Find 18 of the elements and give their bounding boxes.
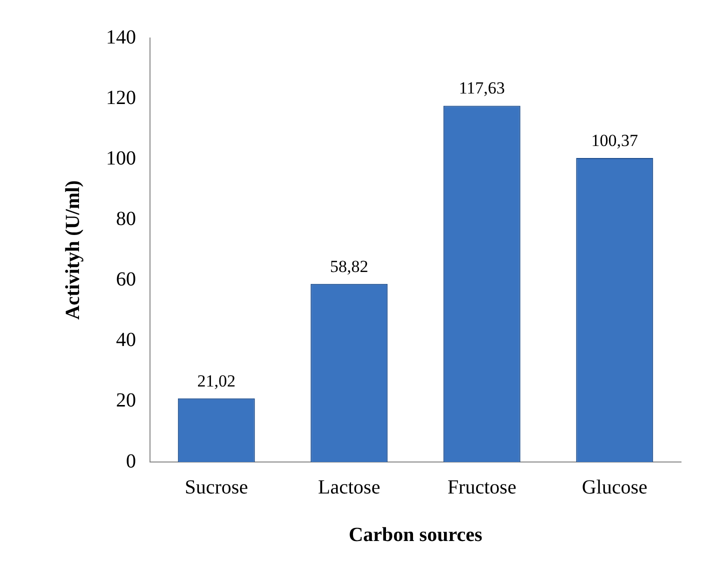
data-label: 117,63 xyxy=(458,78,505,98)
data-label: 21,02 xyxy=(197,371,236,390)
y-tick-label: 120 xyxy=(106,86,136,109)
y-tick-label: 60 xyxy=(116,268,136,291)
y-tick-label: 40 xyxy=(116,329,136,352)
data-label: 58,82 xyxy=(330,256,368,276)
y-axis-title: Activityh (U/ml) xyxy=(62,180,84,320)
y-tick-label: 140 xyxy=(106,26,136,48)
y-tick-label: 20 xyxy=(116,390,136,412)
x-tick-label: Fructose xyxy=(447,476,516,498)
x-tick-label: Glucose xyxy=(582,476,648,498)
x-axis-title: Carbon sources xyxy=(348,524,482,546)
y-tick-label: 0 xyxy=(126,450,136,472)
x-tick-label: Lactose xyxy=(318,476,380,498)
data-label: 100,37 xyxy=(591,130,638,150)
x-tick-label: Sucrose xyxy=(184,476,248,498)
y-tick-label: 80 xyxy=(116,208,136,230)
y-tick-label: 100 xyxy=(106,147,136,170)
